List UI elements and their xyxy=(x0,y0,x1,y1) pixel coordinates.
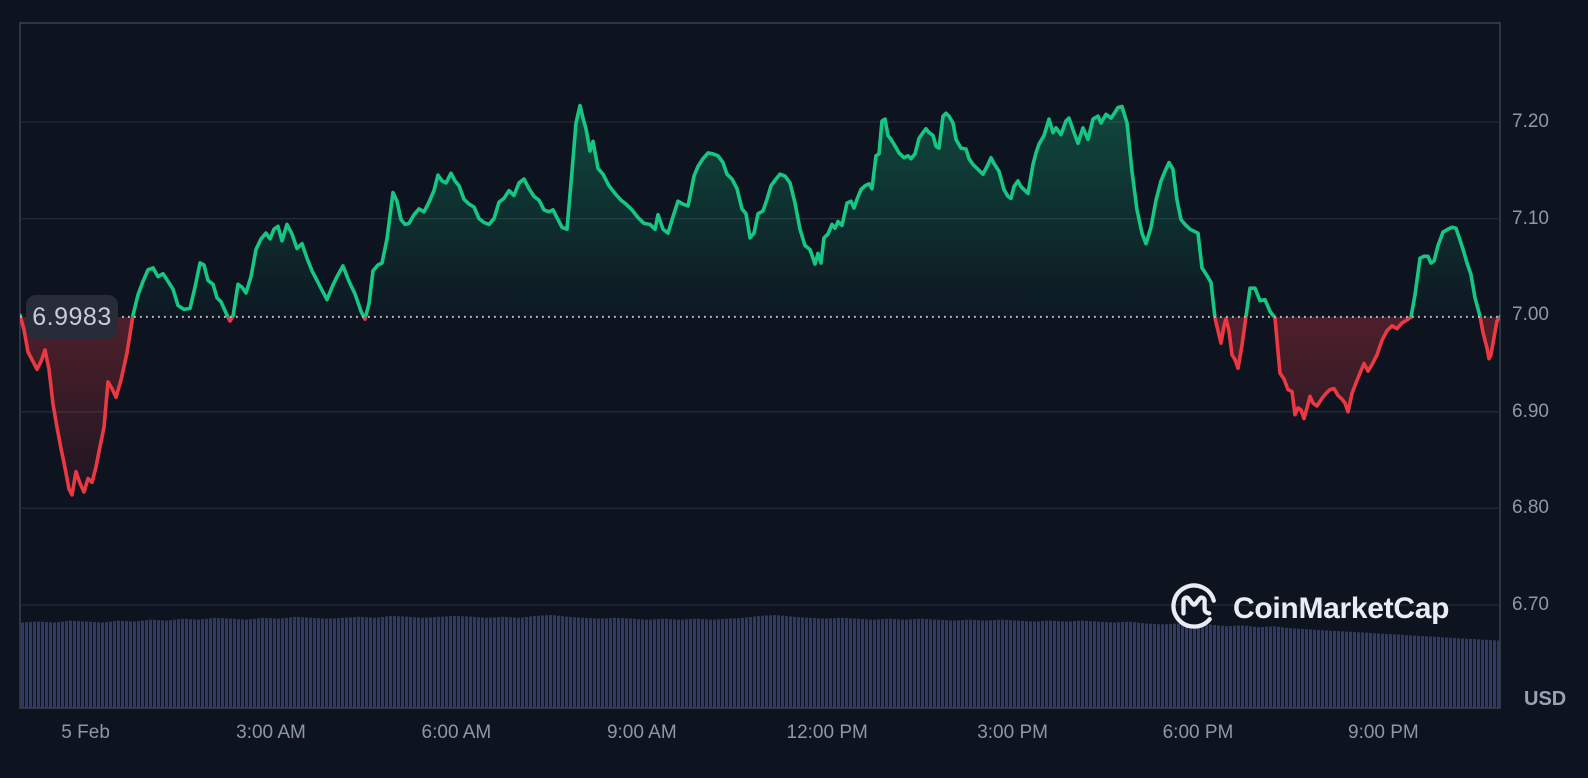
x-axis-label: 6:00 AM xyxy=(421,722,492,743)
currency-unit-label: USD xyxy=(1524,688,1567,710)
watermark-text: CoinMarketCap xyxy=(1233,591,1450,625)
price-line-down xyxy=(20,316,1500,497)
y-axis-label: 6.70 xyxy=(1512,594,1549,615)
price-line-up xyxy=(20,103,1500,317)
y-axis-label: 7.00 xyxy=(1512,304,1549,326)
coinmarketcap-logo-icon xyxy=(1168,580,1220,637)
x-axis-label: 12:00 PM xyxy=(786,722,868,743)
x-axis-label: 6:00 PM xyxy=(1162,722,1234,743)
y-axis-label: 7.20 xyxy=(1512,111,1549,132)
volume-bars xyxy=(21,614,1500,708)
y-axis-label: 6.90 xyxy=(1512,400,1549,422)
area-fill-up xyxy=(20,105,1500,317)
x-axis-label: 9:00 AM xyxy=(606,722,677,743)
x-axis-label: 3:00 PM xyxy=(977,722,1048,743)
y-axis-label: 7.10 xyxy=(1512,207,1549,229)
current-price-badge: 6.9983 xyxy=(26,295,118,339)
x-axis-label: 3:00 AM xyxy=(236,722,306,743)
area-fill-down xyxy=(20,316,1500,495)
current-price-value: 6.9983 xyxy=(32,302,112,331)
x-axis-label: 9:00 PM xyxy=(1348,722,1419,743)
coinmarketcap-watermark: CoinMarketCap xyxy=(1168,580,1449,637)
x-axis-label: 5 Feb xyxy=(61,722,110,743)
y-axis-label: 6.80 xyxy=(1512,497,1549,519)
